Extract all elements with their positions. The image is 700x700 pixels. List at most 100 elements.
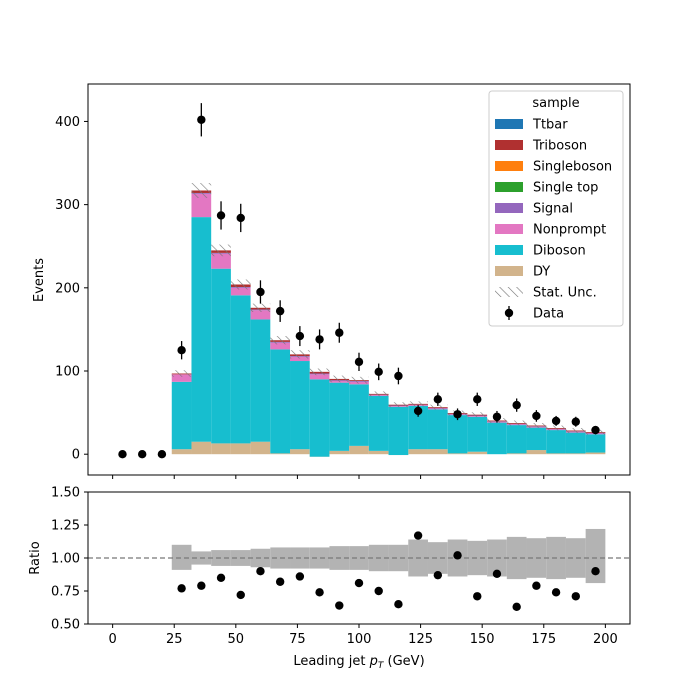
ratio-point [512,602,521,612]
ratio-point [374,586,383,596]
x-tick-label: 150 [470,632,495,647]
data-point [512,400,521,410]
ratio-point [551,588,561,597]
ratio-point [433,570,443,580]
bar-diboson [408,405,428,450]
ratio-y-ticks: 0.50 0.75 1.00 1.25 1.50 [51,486,88,633]
ratio-point [591,567,600,576]
legend-swatch-stat-unc [495,287,523,297]
stat-unc-band [546,425,566,431]
bar-diboson [388,406,409,456]
data-point [551,416,561,426]
bar-diboson [349,384,369,446]
stat-unc-band [171,370,192,377]
stat-unc-band [290,350,310,359]
bar-dy [467,451,488,455]
x-tick-label: 25 [166,632,183,647]
legend-swatch-dy [495,266,523,276]
bar-dy [526,450,547,455]
ratio-unc-bin [467,540,488,576]
ratio-point [453,551,462,560]
bar-nonprompt [230,287,251,296]
bar-diboson [329,382,350,451]
legend-label-stat-unc: Stat. Unc. [533,286,597,301]
bar-diboson [467,416,488,452]
bar-diboson [447,415,468,454]
data-point [157,450,167,459]
bar-diboson [368,395,389,451]
bar-diboson [270,349,291,454]
legend: sample Ttbar Triboson Singleboson Single to… [488,90,624,327]
data-point [374,367,383,377]
x-axis-label-main: Leading jet [293,654,369,669]
ratio-unc-bin [171,544,192,570]
stat-unc-band [270,336,291,345]
ratio-unc-band [171,528,606,584]
data-point [138,450,147,459]
ratio-point [256,567,265,576]
bar-diboson [487,422,507,455]
legend-label-nonprompt: Nonprompt [533,223,606,238]
bar-nonprompt [309,374,330,380]
bar-dy [585,452,606,455]
bar-diboson [585,434,606,453]
data-point [591,425,600,435]
bar-dy [290,449,310,455]
stat-unc-band [506,420,527,426]
bar-dy [191,441,212,455]
stat-unc-band [565,427,586,433]
data-point [118,450,127,459]
legend-label-triboson: Triboson [532,139,587,154]
stat-unc-band [230,279,251,290]
ratio-x-ticks: 0 25 50 75 100 125 150 175 200 [108,624,618,647]
bar-dy [349,445,369,455]
ratio-point [571,592,580,601]
bar-dy [427,449,448,455]
ratio-unc-bin [427,542,448,574]
bar-diboson [211,268,231,444]
x-tick-label: 125 [408,632,433,647]
ratio-y-tick-label: 1.00 [51,552,80,567]
y-tick-label: 0 [72,448,80,463]
data-point [197,115,206,124]
data-point [433,395,443,404]
x-axis-label-symbol: p [369,654,378,669]
ratio-point [197,581,206,590]
ratio-point [354,578,364,588]
legend-label-single-top: Single top [533,181,598,196]
legend-label-diboson: Diboson [533,244,586,259]
x-axis-label-subscript: T [378,661,385,671]
bar-dy [329,450,350,455]
ratio-y-tick-label: 1.25 [51,519,80,534]
data-point [492,412,502,421]
bar-dy [368,450,389,455]
stat-unc-band [467,412,488,418]
y-tick-label: 200 [55,281,80,296]
ratio-point [473,592,482,601]
legend-swatch-nonprompt [495,224,523,234]
x-axis-label-unit: (GeV) [383,654,424,669]
x-tick-label: 75 [289,632,306,647]
bar-diboson [309,379,330,457]
bar-dy [250,441,271,455]
data-point [275,306,285,316]
bar-nonprompt [270,342,291,350]
ratio-y-tick-label: 0.50 [51,618,80,633]
bar-dy [211,443,231,455]
bar-dy [171,449,192,455]
y-tick-label: 100 [55,365,80,380]
legend-entries: Ttbar Triboson Singleboson Single top Signal… [495,118,612,322]
bar-diboson [191,217,212,442]
data-point [354,357,364,367]
ratio-unc-bin [211,550,231,566]
legend-swatch-single-top [495,182,523,192]
legend-swatch-singleboson [495,161,523,171]
ratio-point [335,601,344,610]
ratio-unc-bin [585,528,606,584]
legend-label-singleboson: Singleboson [533,160,612,175]
y-tick-label: 300 [55,198,80,213]
legend-label-data: Data [533,307,564,322]
bar-nonprompt [211,253,231,269]
data-points [118,103,600,459]
